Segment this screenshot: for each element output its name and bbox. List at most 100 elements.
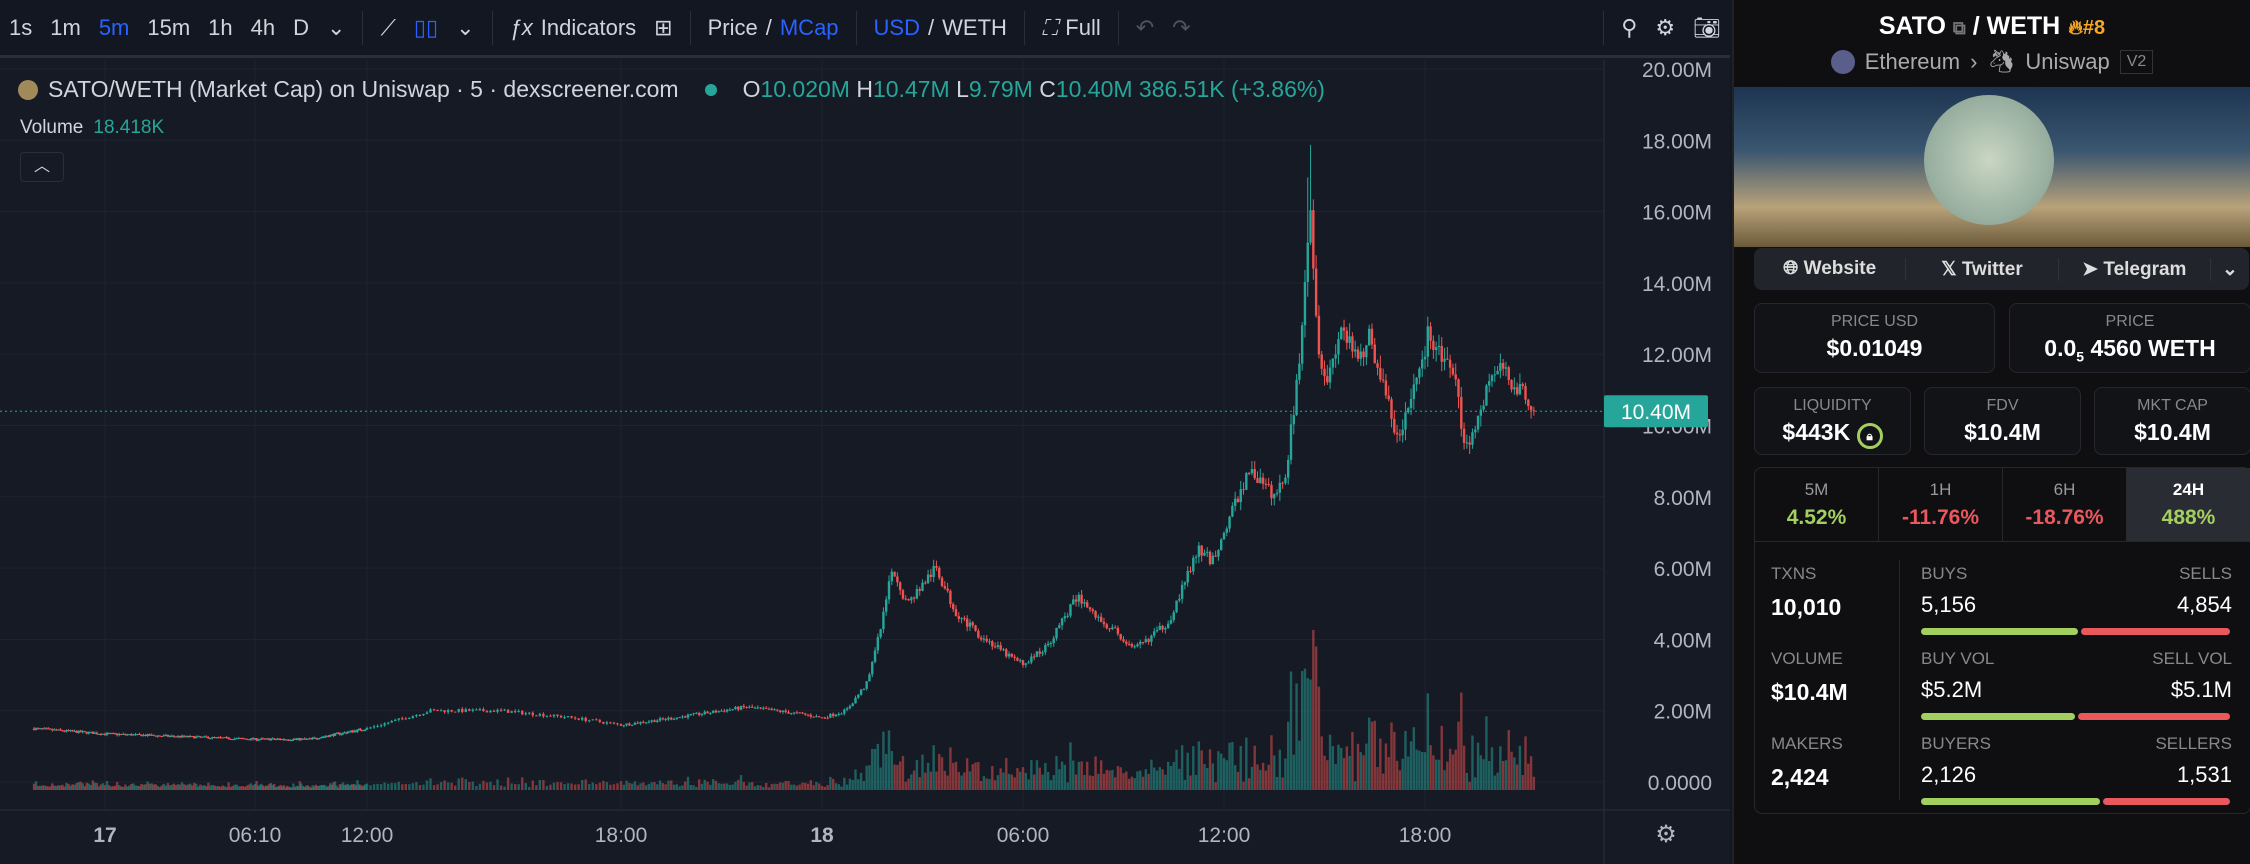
volume-bar [263,786,266,790]
interval-4h[interactable]: 4h [250,14,276,40]
volume-bar [709,784,712,790]
volume-bar [87,783,90,790]
candle-body [988,641,991,643]
volume-bar [1099,760,1103,790]
candle-body [971,622,974,626]
interval-5m[interactable]: 5m [98,14,130,40]
volume-bar [845,784,849,790]
layout-icon[interactable]: ⊞ [654,14,673,40]
volume-bar [991,765,994,790]
time-axis-settings-icon[interactable]: ⚙ [1655,821,1677,848]
chart-panel[interactable]: 1s 1m 5m 15m 1h 4h D ⌄ ⟋ ▯▯ ⌄ ƒx Indicato… [0,0,1730,864]
lock-icon[interactable]: 🔒︎ [1856,423,1883,449]
candlestick-chart[interactable]: 20.00M18.00M16.00M14.00M12.00M10.00M8.00… [0,60,1730,864]
volume-bar [1133,778,1136,790]
y-tick-label: 0.0000 [1648,772,1712,795]
candlestick-icon[interactable]: ▯▯ [413,14,439,40]
divider [1603,10,1605,45]
candle-body [1211,555,1215,565]
candle-body [231,739,234,741]
candle-body [397,718,400,720]
tab-24h[interactable]: 24H 488% [2127,468,2250,541]
candle-body [1488,381,1491,386]
volume-bar [49,786,52,790]
volume-bar [818,783,821,790]
volume-bar [1130,776,1134,790]
candle-body [622,725,625,727]
volume-bar [893,764,896,790]
interval-15m[interactable]: 15m [147,14,191,40]
volume-bar [910,774,913,790]
candle-body [386,722,390,724]
volume-bar [51,783,54,790]
volume-bar [901,756,905,790]
candle-body [142,734,145,737]
candle-body [1298,363,1301,380]
candle-body [1395,432,1399,435]
line-chart-icon[interactable]: ⟋ [380,14,396,40]
telegram-link[interactable]: ➤ Telegram [2059,257,2211,281]
volume-bar [1091,776,1094,790]
candle-body [829,713,832,718]
chain-link[interactable]: Ethereum [1864,49,1961,74]
chevron-down-icon[interactable]: ⌄ [2222,258,2238,280]
volume-bar [186,784,190,790]
candle-body [1381,379,1385,381]
volume-bar [309,787,313,790]
fullscreen-button[interactable]: ⛶ Full [1033,15,1110,41]
interval-1s[interactable]: 1s [9,14,33,40]
volume-bar [1446,761,1449,790]
chevron-down-icon[interactable]: ⌄ [456,14,475,40]
volume-bar [912,770,916,790]
trending-rank[interactable]: 🔥︎#8 [2068,17,2106,39]
twitter-link[interactable]: 𝕏 Twitter [1906,257,2059,281]
website-link[interactable]: 🌐︎ Website [1754,258,1907,280]
volume-bar [1401,758,1404,790]
quick-search-icon[interactable]: ⚲ [1621,14,1638,40]
indicators-button[interactable]: ƒx Indicators [501,15,646,41]
tab-1h[interactable]: 1H -11.76% [1879,468,2003,541]
candle-body [1183,582,1187,585]
volume-bar [1532,776,1536,790]
copy-icon[interactable]: ⧉ [1952,18,1966,38]
volume-bar [1524,736,1527,790]
candle-body [425,712,429,714]
volume-bar [146,781,149,790]
collapse-legend-button[interactable]: ︿ [20,152,64,182]
volume-bar [1334,763,1337,790]
interval-1h[interactable]: 1h [208,14,233,40]
volume-bar [229,786,232,790]
redo-icon[interactable]: ↷ [1172,14,1191,40]
tab-5m[interactable]: 5M 4.52% [1755,468,1879,541]
candle-body [1180,584,1184,599]
candle-body [205,736,208,738]
interval-1m[interactable]: 1m [50,14,81,40]
volume-bar [134,785,137,790]
candle-body [985,638,988,642]
candle-body [503,709,506,711]
tab-6h[interactable]: 6H -18.76% [2003,468,2127,541]
volume-bar [188,783,192,790]
candle-body [306,738,309,740]
candle-body [122,733,125,735]
candle-body [670,717,673,720]
candle-body [563,717,566,719]
candle-body [700,714,704,716]
candle-body [1035,651,1039,657]
volume-bar [361,786,364,790]
gear-icon[interactable]: ⚙ [1655,14,1676,40]
camera-icon[interactable]: 📷︎ [1693,14,1721,40]
volume-bar [227,782,230,790]
interval-d[interactable]: D [293,14,310,40]
volume-bar [795,785,799,790]
candle-body [225,737,228,739]
chevron-down-icon[interactable]: ⌄ [327,14,346,40]
volume-bar [251,785,255,790]
candle-body [706,711,709,714]
dex-link[interactable]: Uniswap [2025,49,2110,74]
usd-weth-toggle[interactable]: USD / WETH [873,14,1007,40]
y-tick-label: 2.00M [1654,701,1712,724]
price-mcap-toggle[interactable]: Price / MCap [707,14,839,40]
volume-bar [1088,775,1092,790]
undo-icon[interactable]: ↶ [1135,14,1155,40]
